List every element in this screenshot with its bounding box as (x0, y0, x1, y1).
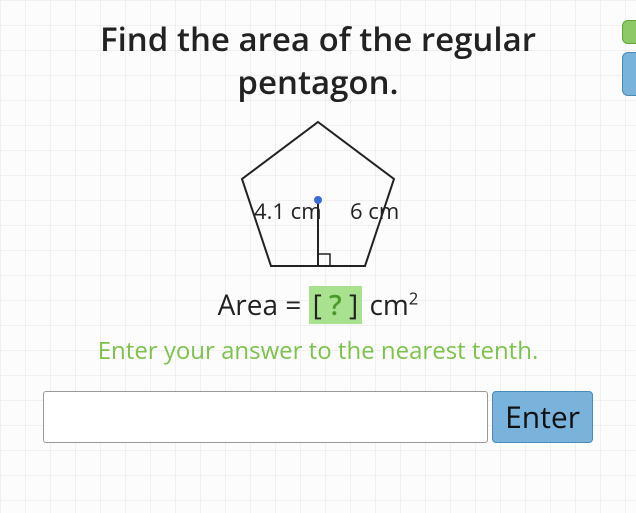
hint-text: Enter your answer to the nearest tenth. (0, 334, 636, 367)
side-label: 6 cm (350, 196, 399, 226)
question-line-2: pentagon. (237, 59, 398, 104)
side-tab-green[interactable] (622, 20, 636, 44)
question-text: Find the area of the regular pentagon. (0, 18, 636, 104)
answer-input[interactable] (43, 391, 488, 443)
bracket-close: ] (342, 286, 358, 324)
enter-button[interactable]: Enter (492, 391, 593, 443)
unit-exponent: 2 (409, 286, 419, 309)
area-prefix: Area = (218, 286, 309, 324)
bracket-open: [ (313, 286, 329, 324)
unit-cm: cm (362, 286, 409, 324)
side-tab-blue[interactable] (622, 52, 636, 96)
main-content: Find the area of the regular pentagon. 4… (0, 0, 636, 443)
apothem-label: 4.1 cm (254, 196, 322, 226)
pentagon-svg (218, 114, 418, 274)
question-line-1: Find the area of the regular (100, 16, 536, 61)
answer-row: Enter (43, 391, 593, 443)
side-tabs (622, 20, 636, 104)
right-angle-marker (318, 254, 330, 266)
area-equation: Area = [ ? ] cm2 (0, 286, 636, 324)
answer-placeholder: ? (329, 286, 342, 324)
answer-slot: [ ? ] (309, 286, 363, 324)
pentagon-diagram: 4.1 cm 6 cm (218, 114, 418, 274)
